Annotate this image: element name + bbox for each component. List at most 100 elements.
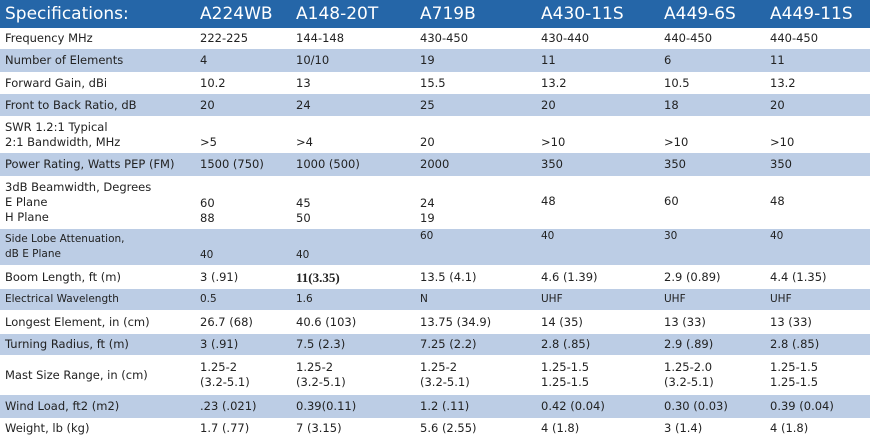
cell-value: 2000 [415, 152, 536, 177]
table-row: Electrical Wavelength 0.5 1.6 N UHF UHF UHF [0, 288, 870, 311]
column-header: A224WB [195, 0, 291, 29]
cell-value: 45 50 [291, 176, 415, 229]
cell-value: 4.6 (1.39) [536, 265, 659, 289]
cell-value: 26.7 (68) [195, 310, 291, 334]
cell-value: 4 (1.8) [765, 418, 870, 439]
cell-value: 1.25-2 (3.2-5.1) [415, 355, 536, 395]
cell-value: 4 [195, 48, 291, 73]
cell-value: 48 [765, 176, 870, 229]
row-label: Wind Load, ft2 (m2) [0, 394, 195, 419]
cell-value: 0.42 (0.04) [536, 394, 659, 419]
cell-value: 60 [659, 176, 765, 229]
cell-value: 10.5 [659, 72, 765, 94]
cell-value: 0.39 (0.04) [765, 394, 870, 419]
table-row: Frequency MHz 222-225 144-148 430-450 430-44… [0, 28, 870, 49]
cell-value: 440-450 [659, 28, 765, 49]
cell-value: 13 (33) [659, 310, 765, 334]
cell-value: >10 [536, 116, 659, 153]
cell-value: 430-450 [415, 28, 536, 49]
cell-value: 40.6 (103) [291, 310, 415, 334]
row-label: Power Rating, Watts PEP (FM) [0, 152, 195, 177]
cell-value: >10 [765, 116, 870, 153]
cell-value: 350 [659, 152, 765, 177]
column-header: A449-6S [659, 0, 765, 29]
cell-value: 1500 (750) [195, 152, 291, 177]
cell-value: 3 (1.4) [659, 418, 765, 439]
table-body: Frequency MHz 222-225 144-148 430-450 430-44… [0, 28, 870, 439]
cell-value: 2.8 (.85) [536, 333, 659, 356]
cell-value: 1.2 (.11) [415, 394, 536, 419]
cell-value: 11 [536, 48, 659, 73]
cell-value: UHF [536, 288, 659, 311]
cell-value: 13.75 (34.9) [415, 310, 536, 334]
cell-value: 10/10 [291, 48, 415, 73]
cell-value: 60 88 [195, 176, 291, 229]
cell-value: 0.30 (0.03) [659, 394, 765, 419]
cell-value: .23 (.021) [195, 394, 291, 419]
row-label: Electrical Wavelength [0, 288, 195, 311]
table-row: Number of Elements 4 10/10 19 11 6 11 [0, 48, 870, 73]
row-label: Turning Radius, ft (m) [0, 333, 195, 356]
row-label: SWR 1.2:1 Typical 2:1 Bandwidth, MHz [0, 116, 195, 153]
cell-value: 48 [536, 176, 659, 229]
cell-value: 19 [415, 48, 536, 73]
cell-value: 24 [291, 93, 415, 117]
cell-value: 430-440 [536, 28, 659, 49]
cell-value: 14 (35) [536, 310, 659, 334]
cell-value: 7.5 (2.3) [291, 333, 415, 356]
cell-value: 30 [659, 228, 765, 266]
cell-value: 1.25-1.5 1.25-1.5 [536, 355, 659, 395]
cell-value: 3 (.91) [195, 333, 291, 356]
row-label: Boom Length, ft (m) [0, 265, 195, 289]
cell-value: 1.7 (.77) [195, 418, 291, 439]
cell-value: 40 [291, 228, 415, 266]
cell-value: 15.5 [415, 72, 536, 94]
cell-value: 10.2 [195, 72, 291, 94]
column-header: A449-11S [765, 0, 870, 29]
cell-value: 1.6 [291, 288, 415, 311]
table-row: Weight, lb (kg) 1.7 (.77) 7 (3.15) 5.6 (2.5… [0, 418, 870, 439]
cell-value: 0.39(0.11) [291, 394, 415, 419]
cell-value: 1.25-2 (3.2-5.1) [291, 355, 415, 395]
cell-value: 1.25-2.0 (3.2-5.1) [659, 355, 765, 395]
cell-value: 18 [659, 93, 765, 117]
cell-value: 13 (33) [765, 310, 870, 334]
cell-value: 40 [765, 228, 870, 266]
cell-value: 11 [765, 48, 870, 73]
cell-value: 7.25 (2.2) [415, 333, 536, 356]
column-header: A148-20T [291, 0, 415, 29]
cell-value: 11(3.35) [291, 265, 415, 289]
row-label: Mast Size Range, in (cm) [0, 355, 195, 395]
row-label: 3dB Beamwidth, Degrees E Plane H Plane [0, 176, 195, 229]
cell-value: 20 [195, 93, 291, 117]
cell-value: 5.6 (2.55) [415, 418, 536, 439]
cell-value: UHF [765, 288, 870, 311]
cell-value: 25 [415, 93, 536, 117]
table-row: Mast Size Range, in (cm) 1.25-2 (3.2-5.1)… [0, 355, 870, 395]
row-label: Frequency MHz [0, 28, 195, 49]
cell-value: 60 [415, 228, 536, 266]
cell-value: 2.9 (0.89) [659, 265, 765, 289]
cell-value: 144-148 [291, 28, 415, 49]
cell-value: 440-450 [765, 28, 870, 49]
cell-value: N [415, 288, 536, 311]
cell-value: 20 [536, 93, 659, 117]
cell-value: UHF [659, 288, 765, 311]
cell-value: 24 19 [415, 176, 536, 229]
cell-value: >4 [291, 116, 415, 153]
cell-value: 7 (3.15) [291, 418, 415, 439]
cell-value: 1.25-2 (3.2-5.1) [195, 355, 291, 395]
column-header: A430-11S [536, 0, 659, 29]
table-row: Power Rating, Watts PEP (FM) 1500 (750) 10… [0, 152, 870, 177]
cell-value: 4 (1.8) [536, 418, 659, 439]
table-row: Boom Length, ft (m) 3 (.91) 11(3.35) 13.5 (… [0, 265, 870, 289]
row-label: Front to Back Ratio, dB [0, 93, 195, 117]
row-label: Side Lobe Attenuation, dB E Plane [0, 228, 195, 266]
cell-value: 6 [659, 48, 765, 73]
row-label: Weight, lb (kg) [0, 418, 195, 439]
header-title: Specifications: [0, 0, 195, 29]
table-row: 3dB Beamwidth, Degrees E Plane H Plane 60… [0, 176, 870, 229]
cell-value: 2.9 (.89) [659, 333, 765, 356]
